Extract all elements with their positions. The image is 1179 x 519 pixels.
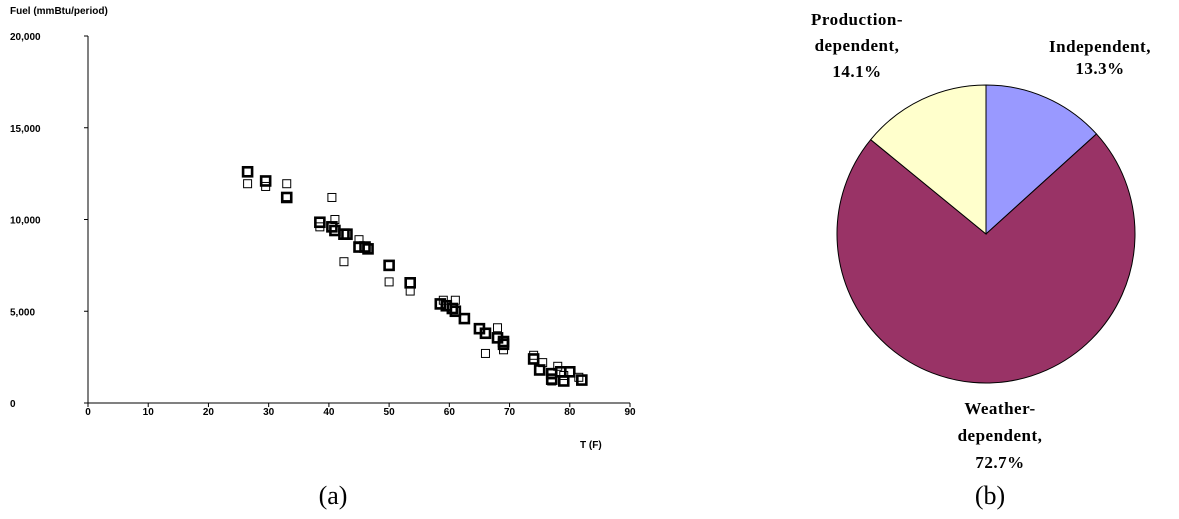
- scatter-point: [547, 376, 557, 386]
- scatter-point: [559, 370, 569, 380]
- y-tick-label: 0: [10, 399, 16, 410]
- pie-slice: [869, 84, 987, 236]
- scatter-point: [553, 361, 563, 371]
- scatter-point: [330, 215, 340, 224]
- scatter-point: [339, 257, 349, 267]
- scatter-point: [243, 179, 253, 189]
- scatter-point-bold: [576, 374, 588, 386]
- y-tick-label: 20,000: [10, 32, 41, 43]
- scatter-point: [499, 345, 509, 355]
- y-tick-label: 10,000: [10, 216, 41, 227]
- pie-slice-label: Independent, 13.3%: [1049, 37, 1151, 78]
- pie-slice: [985, 84, 1098, 236]
- scatter-point-bold: [383, 259, 395, 272]
- pie-slices: [836, 84, 1136, 384]
- pie-slice-label: Weather-dependent, 72.7%: [958, 399, 1043, 472]
- scatter-point: [450, 295, 460, 305]
- scatter-point: [282, 179, 292, 189]
- scatter-point-bold: [362, 243, 374, 255]
- scatter-point-bold: [259, 175, 272, 187]
- scatter-point: [574, 372, 584, 382]
- x-tick-label: 20: [203, 407, 215, 418]
- pie-slice: [836, 133, 1136, 384]
- x-tick-label: 80: [564, 407, 576, 418]
- scatter-point: [529, 350, 539, 360]
- scatter-point: [493, 323, 503, 333]
- scatter-point-bold: [359, 241, 371, 253]
- y-tick-label: 5,000: [10, 307, 35, 318]
- scatter-point-bold: [446, 302, 459, 315]
- scatter-point-bold: [479, 327, 492, 340]
- scatter-point: [538, 358, 548, 368]
- scatter-point: [384, 277, 394, 287]
- scatter-point: [261, 181, 271, 191]
- scatter-point: [327, 192, 337, 202]
- caption-b: (b): [975, 481, 1005, 510]
- scatter-point-bold: [449, 305, 462, 318]
- scatter-points: [241, 165, 588, 387]
- x-tick-label: 30: [263, 407, 275, 418]
- x-ticks: 0 10 20 30 40 50 60 70 80 90: [85, 403, 636, 418]
- scatter-point-bold: [497, 338, 510, 351]
- y-axis-label: Fuel (mmBtu/period): [10, 6, 108, 17]
- x-axis-label: T (F): [580, 440, 602, 451]
- scatter-point: [354, 235, 364, 245]
- x-tick-label: 60: [444, 407, 456, 418]
- scatter-point: [405, 286, 415, 296]
- x-tick-label: 0: [85, 407, 91, 418]
- y-ticks: 0 5,000 10,000 15,000 20,000: [10, 32, 88, 410]
- scatter-point: [438, 295, 448, 305]
- scatter-point-bold: [458, 312, 471, 325]
- scatter-chart: Fuel (mmBtu/period) 0 5,000 10,000 15,000 20…: [10, 6, 636, 510]
- scatter-point-bold: [533, 364, 546, 376]
- x-tick-label: 90: [624, 407, 636, 418]
- scatter-point: [315, 222, 325, 232]
- pie-slice-label: Production-dependent, 14.1%: [811, 10, 903, 81]
- scatter-point: [480, 348, 490, 358]
- scatter-point: [282, 192, 292, 202]
- scatter-point-bold: [241, 165, 254, 178]
- caption-a: (a): [319, 481, 348, 510]
- x-tick-label: 40: [323, 407, 335, 418]
- pie-labels: Independent, 13.3% Weather-dependent, 72.7%…: [811, 10, 1151, 472]
- scatter-point-bold: [314, 216, 326, 229]
- x-tick-label: 70: [504, 407, 516, 418]
- scatter-point-bold: [338, 228, 350, 240]
- pie-chart: Independent, 13.3% Weather-dependent, 72.7%…: [811, 10, 1151, 510]
- scatter-point-bold: [404, 277, 416, 289]
- x-tick-label: 10: [143, 407, 155, 418]
- scatter-point-bold: [557, 375, 570, 387]
- scatter-point-bold: [341, 228, 353, 240]
- y-tick-label: 15,000: [10, 124, 41, 135]
- x-tick-label: 50: [384, 407, 396, 418]
